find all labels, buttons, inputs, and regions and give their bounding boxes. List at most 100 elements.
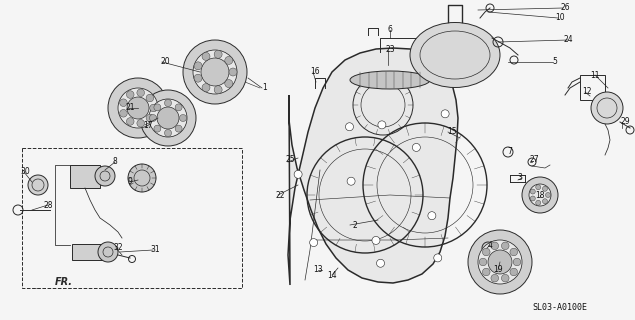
Circle shape [529,184,551,206]
Circle shape [510,248,518,256]
Circle shape [194,62,202,70]
Circle shape [513,258,521,266]
Circle shape [150,104,157,112]
Circle shape [28,175,48,195]
Circle shape [164,100,171,107]
Text: 22: 22 [275,190,284,199]
Circle shape [119,109,127,117]
Text: 5: 5 [552,58,558,67]
Text: 17: 17 [143,121,153,130]
Circle shape [202,84,210,92]
Text: 11: 11 [591,70,599,79]
Text: 20: 20 [160,58,170,67]
Circle shape [522,177,558,213]
Circle shape [193,50,237,94]
Text: 12: 12 [582,87,592,97]
Text: 10: 10 [555,13,565,22]
Text: 2: 2 [352,220,358,229]
Text: 1: 1 [263,84,267,92]
Circle shape [214,86,222,94]
Text: 14: 14 [327,270,337,279]
Circle shape [183,40,247,104]
Text: 8: 8 [112,157,117,166]
Circle shape [229,68,237,76]
Text: 3: 3 [518,173,523,182]
Circle shape [377,259,385,267]
Circle shape [194,74,202,82]
Circle shape [294,170,302,178]
Circle shape [119,99,127,107]
Text: 24: 24 [563,36,573,44]
Circle shape [201,58,229,86]
Text: 6: 6 [387,26,392,35]
Circle shape [434,254,442,262]
Circle shape [530,189,535,194]
Circle shape [225,56,233,64]
Text: 30: 30 [20,167,30,177]
Text: 25: 25 [285,156,295,164]
Circle shape [175,125,182,132]
Ellipse shape [410,22,500,87]
Text: 4: 4 [488,241,492,250]
Circle shape [542,186,547,191]
Circle shape [98,242,118,262]
Circle shape [175,104,182,111]
Circle shape [154,125,161,132]
Circle shape [502,242,509,250]
Circle shape [202,52,210,60]
Polygon shape [288,48,458,285]
Text: 18: 18 [535,190,545,199]
Text: 9: 9 [128,178,133,187]
Circle shape [180,115,187,122]
Ellipse shape [350,71,430,89]
Circle shape [502,274,509,282]
Circle shape [347,177,355,185]
Circle shape [154,104,161,111]
Circle shape [146,114,154,122]
Circle shape [428,212,436,220]
Circle shape [214,50,222,58]
Circle shape [483,268,490,276]
Circle shape [491,274,498,282]
Circle shape [140,90,196,146]
Circle shape [468,230,532,294]
Circle shape [137,89,145,97]
Circle shape [127,97,149,119]
Circle shape [225,80,233,88]
Circle shape [345,123,354,131]
Circle shape [164,130,171,137]
Text: 21: 21 [125,103,135,113]
Text: 23: 23 [385,45,395,54]
Text: 13: 13 [313,266,323,275]
Text: 19: 19 [493,266,503,275]
Circle shape [108,78,168,138]
Circle shape [483,248,490,256]
Circle shape [491,242,498,250]
Circle shape [591,92,623,124]
Circle shape [378,121,386,129]
Polygon shape [70,165,100,188]
Text: 28: 28 [43,201,53,210]
Text: 32: 32 [113,244,123,252]
Circle shape [478,240,522,284]
Text: 15: 15 [447,127,457,137]
Circle shape [310,239,318,247]
Circle shape [479,258,487,266]
Circle shape [542,199,547,204]
Circle shape [536,200,541,205]
Circle shape [128,164,156,192]
Text: FR.: FR. [55,277,73,287]
Circle shape [126,118,134,125]
Circle shape [536,185,541,190]
Circle shape [149,115,156,122]
Text: 29: 29 [620,117,630,126]
Circle shape [149,99,187,137]
Circle shape [372,236,380,244]
Circle shape [95,166,115,186]
Text: 31: 31 [150,245,160,254]
Text: 16: 16 [310,68,320,76]
Circle shape [412,143,420,151]
Bar [22,148,242,288]
Text: 7: 7 [507,148,512,156]
Circle shape [146,94,154,102]
